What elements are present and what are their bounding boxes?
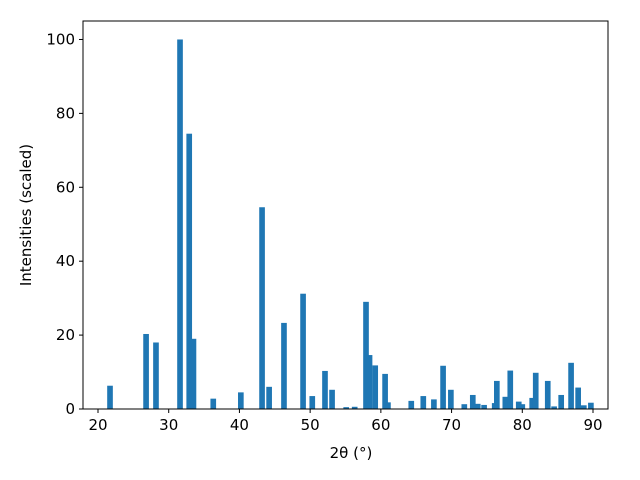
bar (300, 293, 306, 409)
bar (329, 389, 335, 409)
bar (382, 373, 388, 409)
bar (588, 402, 594, 409)
x-axis-label: 2θ (°) (330, 444, 373, 462)
bar (363, 301, 369, 409)
bar (575, 387, 581, 409)
bar (186, 133, 193, 409)
y-axis-label: Intensities (scaled) (17, 144, 35, 286)
y-tick-label: 60 (56, 178, 75, 196)
bar (481, 404, 487, 409)
bar (529, 397, 536, 409)
bar (568, 362, 574, 409)
bar (420, 396, 427, 409)
bar (385, 402, 391, 409)
bar (408, 400, 415, 409)
x-tick-label: 70 (442, 416, 461, 434)
bar (366, 355, 373, 409)
x-tick-label: 40 (230, 416, 249, 434)
bar (309, 396, 316, 409)
bar (259, 207, 265, 409)
bar (153, 342, 159, 409)
y-tick-label: 20 (56, 326, 75, 344)
bar (177, 39, 183, 409)
bar (448, 389, 454, 409)
bar (266, 386, 272, 409)
bar (351, 406, 358, 409)
bar (107, 385, 113, 409)
bar (551, 406, 557, 409)
bar (343, 407, 350, 409)
bar (143, 333, 149, 409)
bar (580, 405, 587, 409)
bar (544, 380, 551, 409)
bar (494, 380, 500, 409)
y-tick-label: 0 (65, 400, 75, 418)
bar (281, 322, 287, 409)
bar (210, 398, 217, 409)
bar (322, 370, 328, 409)
bar (469, 394, 476, 409)
x-tick-label: 60 (371, 416, 390, 434)
y-tick-label: 40 (56, 252, 75, 270)
x-tick-label: 20 (88, 416, 107, 434)
bar (519, 404, 526, 409)
bar (507, 370, 514, 409)
bar (558, 394, 565, 409)
bar (515, 401, 522, 409)
bar (502, 396, 509, 409)
x-tick-label: 50 (301, 416, 320, 434)
bar (461, 404, 468, 409)
bar (474, 403, 481, 409)
bar (238, 392, 244, 409)
bar (431, 399, 437, 409)
y-tick-label: 80 (56, 104, 75, 122)
bar (532, 372, 539, 409)
y-tick-label: 100 (46, 30, 75, 48)
bar (440, 365, 446, 409)
plot-frame (82, 20, 609, 410)
bar (372, 365, 379, 409)
x-tick-label: 90 (583, 416, 602, 434)
x-tick-label: 30 (159, 416, 178, 434)
bar (190, 338, 197, 409)
x-tick-label: 80 (513, 416, 532, 434)
